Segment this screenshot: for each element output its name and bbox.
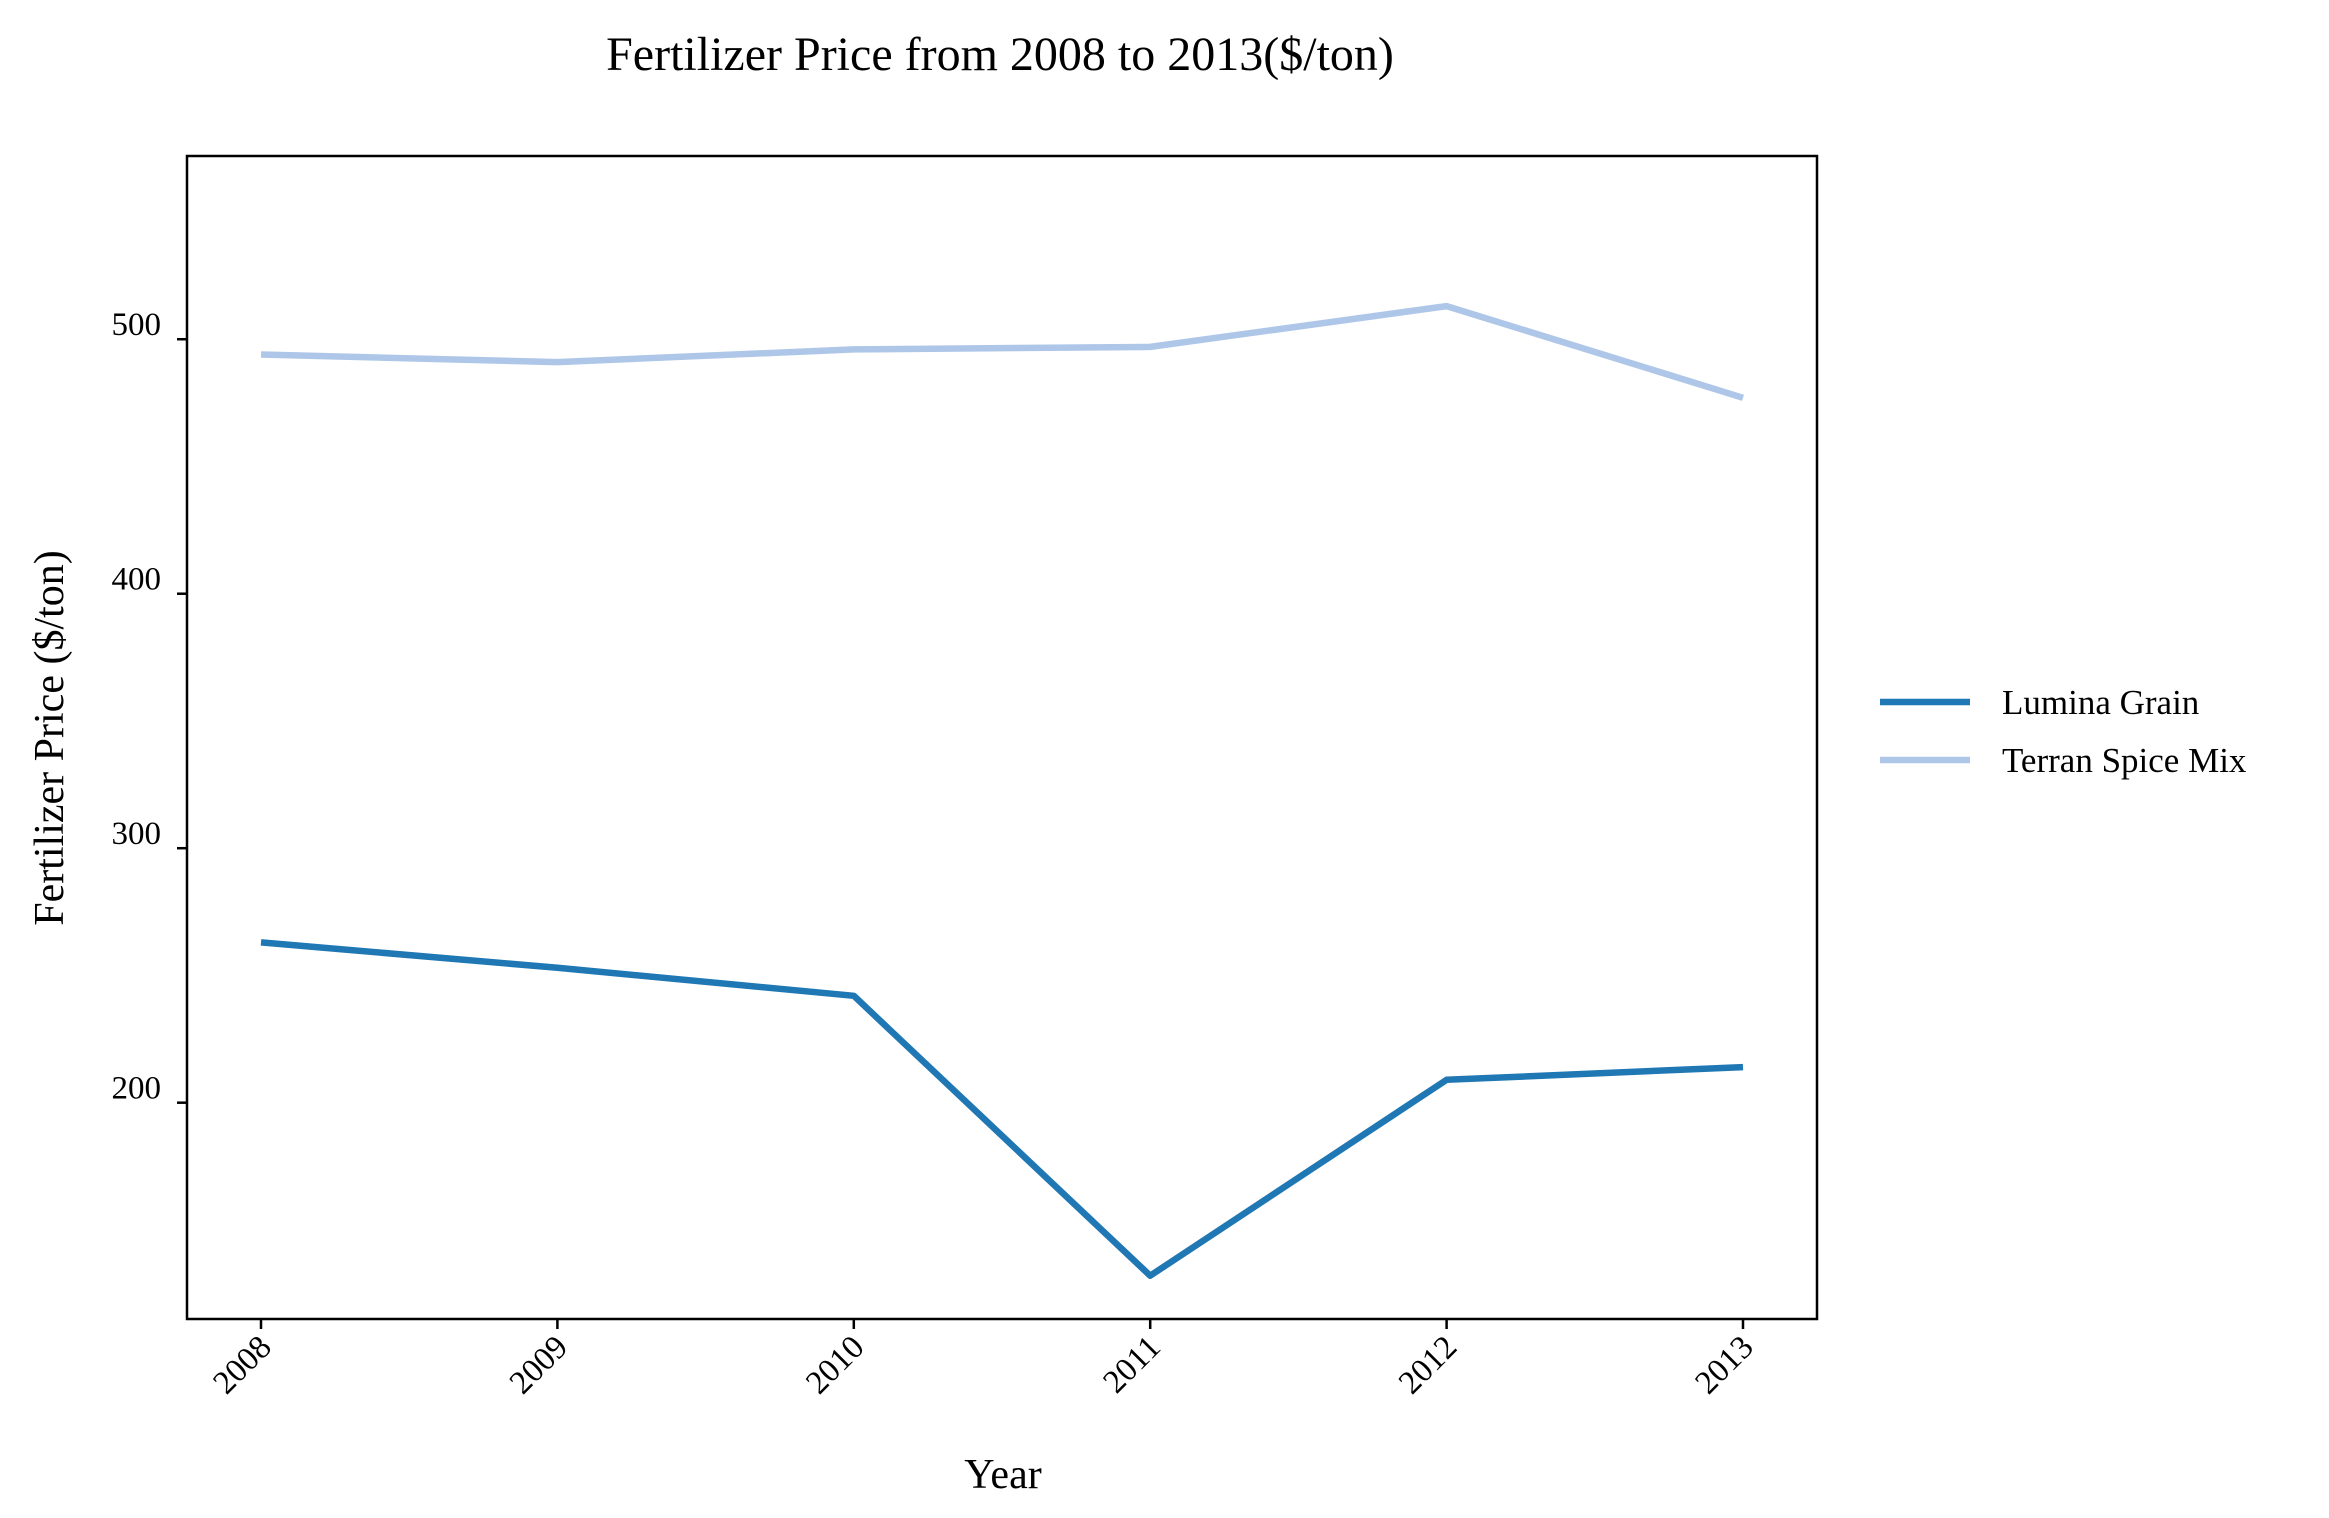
x-tick-label: 2012 xyxy=(1392,1329,1464,1401)
series-line-2 xyxy=(260,302,1744,401)
legend: Lumina Grain Terran Spice Mix xyxy=(1880,683,2247,780)
plot-frame xyxy=(185,154,1819,1321)
series-line-1 xyxy=(260,939,1744,1279)
y-tick-label: 200 xyxy=(112,1071,162,1107)
x-tick-label: 2010 xyxy=(799,1329,871,1401)
x-axis-ticks: 2008 2009 2010 2011 2012 2013 xyxy=(207,1319,1761,1401)
x-axis-label: Year xyxy=(964,1452,1041,1498)
y-tick-label: 300 xyxy=(112,816,162,852)
chart-title: Fertilizer Price from 2008 to 2013($/ton… xyxy=(606,28,1394,81)
legend-label-1: Lumina Grain xyxy=(2002,683,2199,722)
y-tick-label: 500 xyxy=(112,307,162,343)
y-axis-ticks: 200 300 400 500 xyxy=(112,307,187,1107)
series-lines xyxy=(260,302,1744,1279)
x-tick-label: 2009 xyxy=(503,1329,575,1401)
y-axis-label: Fertilizer Price ($/ton) xyxy=(27,550,73,926)
x-tick-label: 2013 xyxy=(1689,1329,1761,1401)
x-tick-label: 2011 xyxy=(1097,1329,1168,1400)
y-tick-label: 400 xyxy=(112,562,162,598)
x-tick-label: 2008 xyxy=(207,1329,279,1401)
legend-label-2: Terran Spice Mix xyxy=(2002,741,2247,780)
